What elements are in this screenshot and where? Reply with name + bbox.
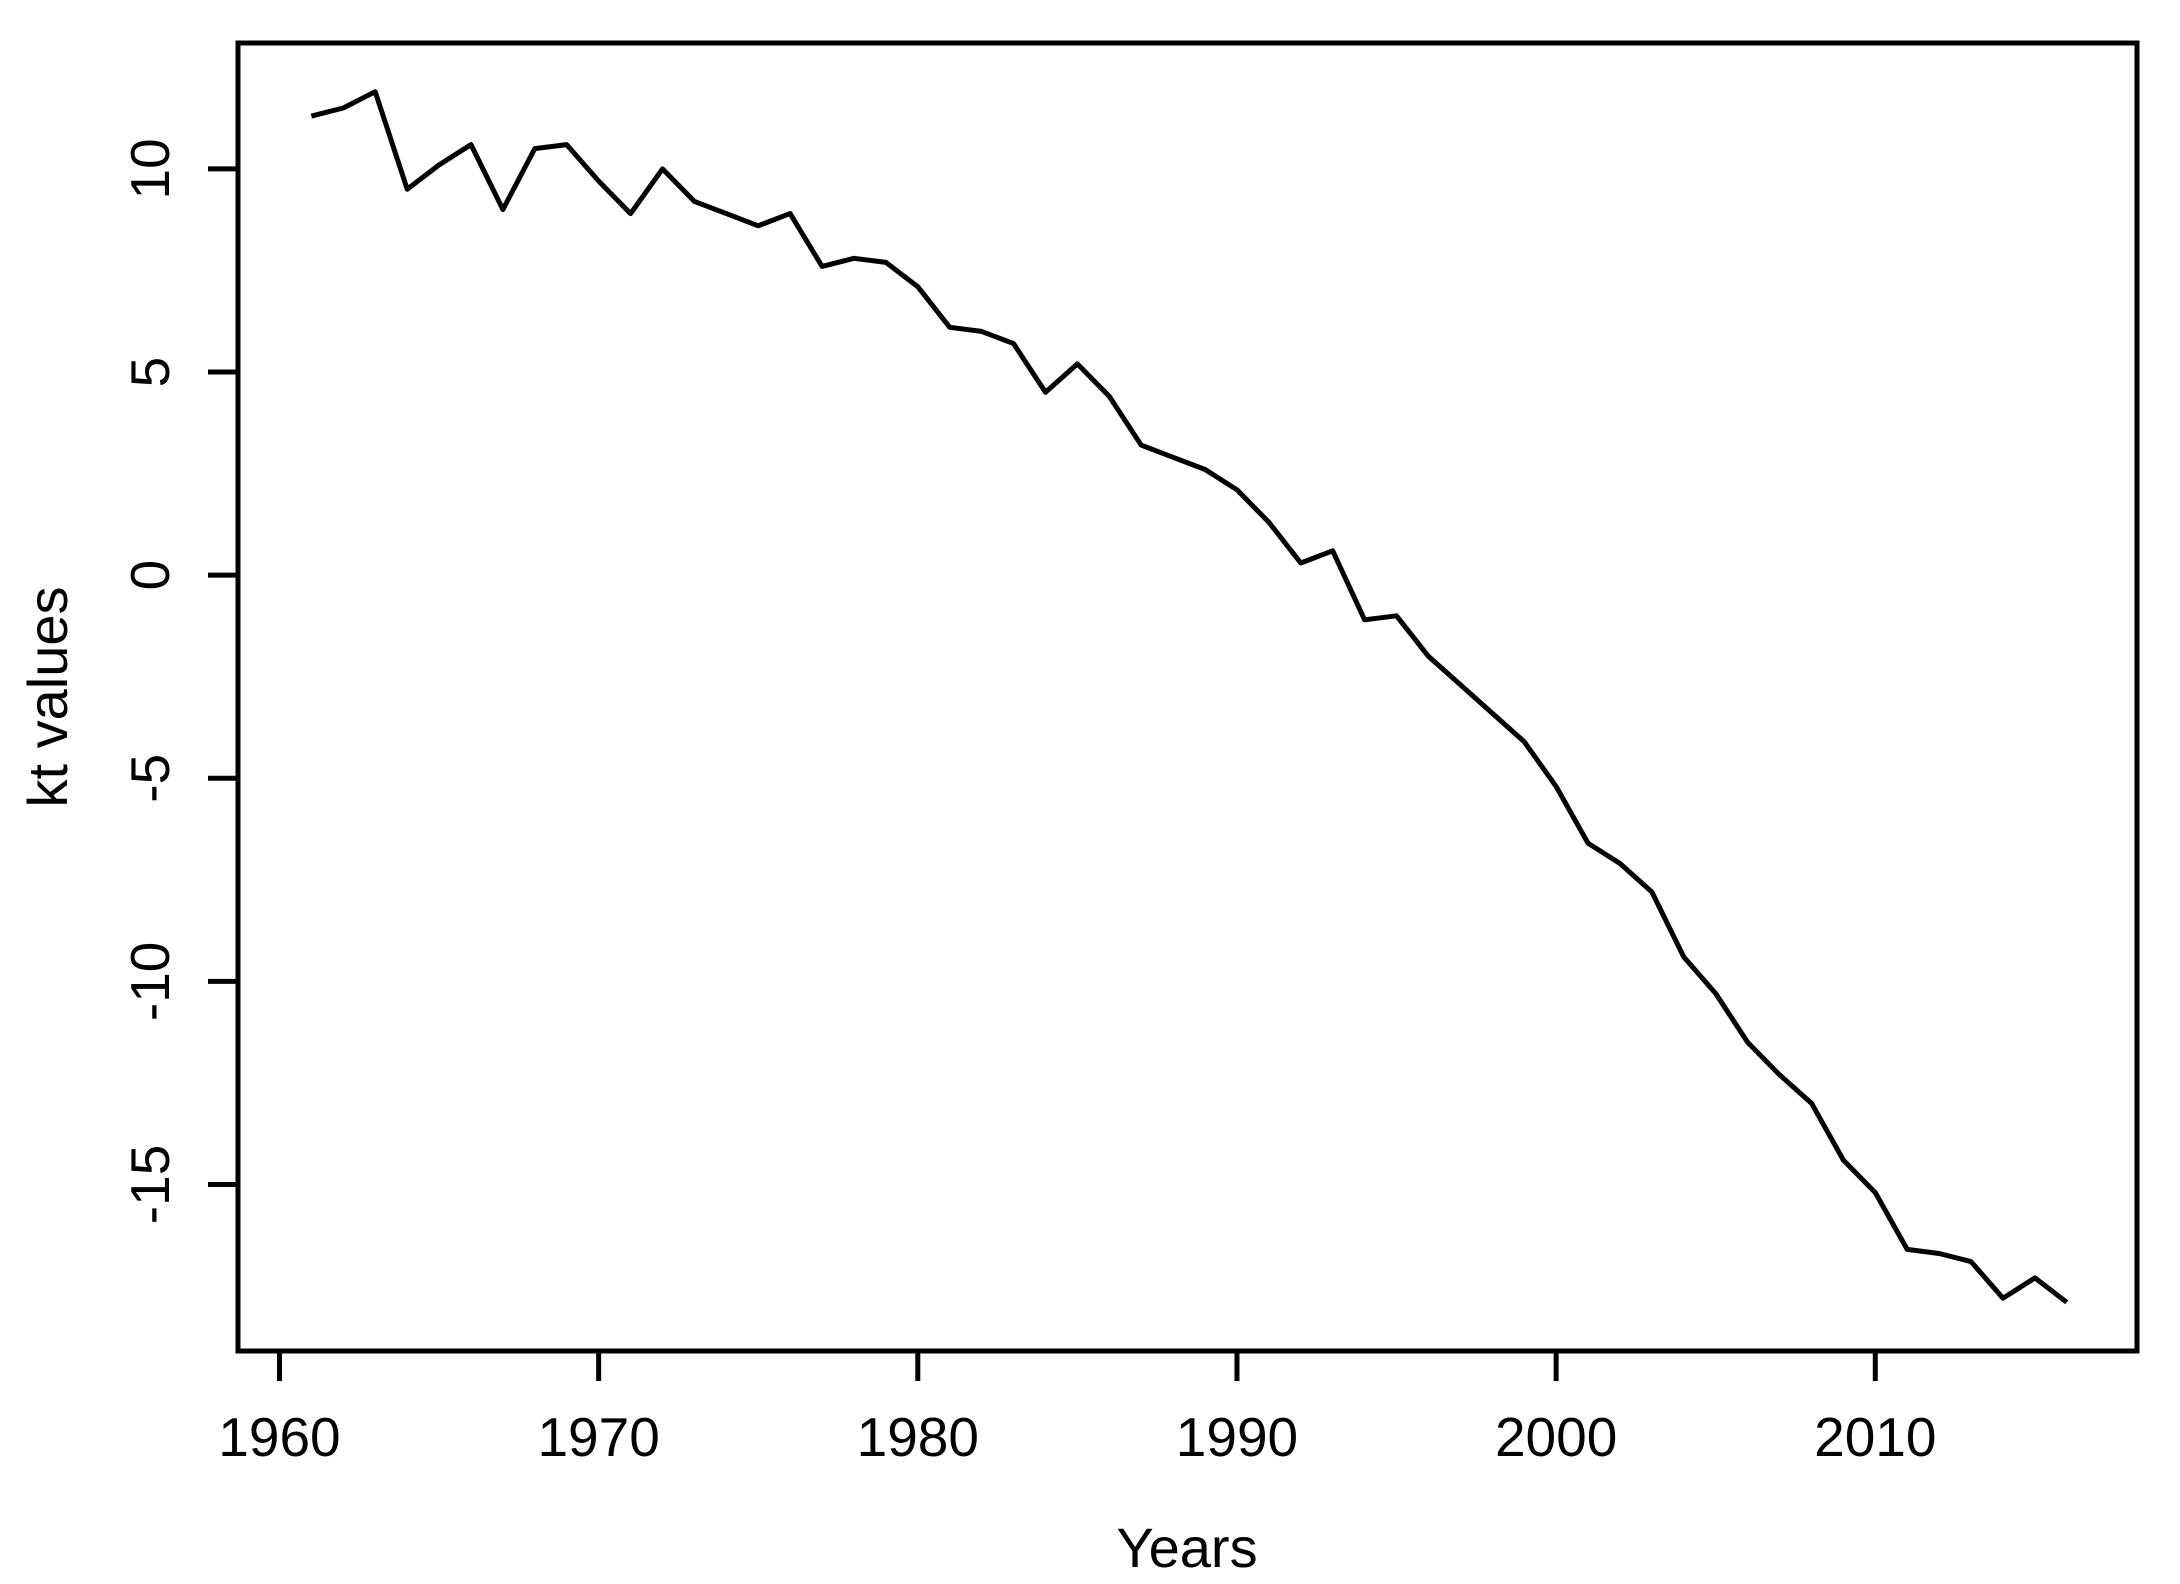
x-tick-label: 1980 xyxy=(857,1406,979,1468)
x-axis-label: Years xyxy=(1116,1516,1257,1579)
x-tick-label: 1990 xyxy=(1176,1406,1298,1468)
kt-data-line xyxy=(310,89,2069,1305)
x-tick-label: 1970 xyxy=(537,1406,659,1468)
x-tick-label: 2010 xyxy=(1814,1406,1936,1468)
y-tick-label: 10 xyxy=(119,138,181,199)
y-axis: 10 5 0 -5 -10 -15 xyxy=(119,138,238,1224)
x-tick-label: 1960 xyxy=(218,1406,340,1468)
y-tick-label: 5 xyxy=(119,357,181,388)
y-tick-label: -10 xyxy=(119,942,181,1022)
y-axis-label: kt values xyxy=(16,587,79,808)
y-tick-label: -5 xyxy=(119,754,181,803)
x-axis: 1960 1970 1980 1990 2000 2010 xyxy=(218,1351,1936,1468)
plot-frame xyxy=(235,40,2140,1354)
y-tick-label: -15 xyxy=(119,1145,181,1225)
x-tick-label: 2000 xyxy=(1495,1406,1617,1468)
y-tick-label: 0 xyxy=(119,560,181,591)
data-series xyxy=(310,89,2069,1305)
